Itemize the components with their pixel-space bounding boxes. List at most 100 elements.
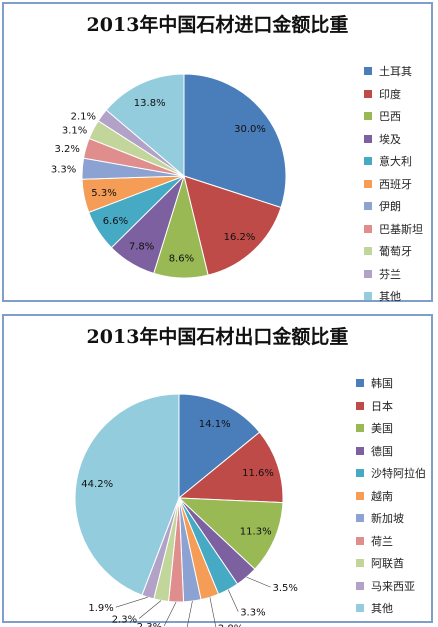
slice-label: 7.8%	[129, 242, 154, 253]
legend-label: 伊朗	[379, 200, 401, 214]
slice-label: 11.3%	[240, 526, 272, 537]
legend-label: 日本	[371, 399, 393, 413]
legend-swatch	[364, 179, 372, 188]
pie-slice	[183, 73, 287, 209]
pie-slice	[177, 497, 284, 570]
legend-swatch	[356, 514, 364, 523]
legend-swatch	[356, 401, 364, 410]
legend-swatch	[364, 292, 372, 301]
slice-label: 2.3%	[137, 622, 162, 627]
legend-swatch	[364, 157, 372, 166]
slice-label: 11.6%	[242, 468, 274, 479]
leader-line	[115, 596, 148, 608]
pie-slice	[74, 393, 180, 596]
legend-item: 阿联酋	[356, 552, 426, 575]
legend-item: 埃及	[364, 128, 423, 151]
export-chart-panel: 2013年中国石材出口金额比重 14.1% 11.6% 11.3% 3.5% 3.3% 2…	[2, 314, 433, 627]
import-pie-chart: 30.0% 16.2% 8.6% 7.8% 6.6% 5.3% 3.3% 3.2% 3.1% 2.…	[51, 73, 287, 279]
legend-swatch	[356, 379, 364, 388]
slice-label: 44.2%	[81, 479, 113, 490]
legend-swatch	[356, 604, 364, 613]
leader-line	[209, 597, 217, 627]
legend-swatch	[356, 446, 364, 455]
pie-slice	[177, 431, 284, 504]
legend-item: 葡萄牙	[364, 240, 423, 263]
legend-item: 西班牙	[364, 173, 423, 196]
legend-swatch	[364, 134, 372, 143]
legend-item: 伊朗	[364, 195, 423, 218]
legend-swatch	[356, 581, 364, 590]
legend-label: 越南	[371, 489, 393, 503]
chart-title: 2013年中国石材出口金额比重	[86, 326, 349, 348]
leader-line	[186, 601, 193, 627]
legend-label: 荷兰	[371, 534, 393, 548]
slice-label: 2.3%	[112, 615, 137, 626]
import-chart-panel: 2013年中国石材进口金额比重 30.0% 16.2% 8.6% 7.8% 6.6% 5.…	[2, 2, 433, 303]
legend-item: 芬兰	[364, 263, 423, 286]
leader-line	[138, 600, 162, 619]
legend-label: 意大利	[379, 155, 412, 169]
legend-label: 埃及	[379, 132, 401, 146]
legend-label: 印度	[379, 87, 401, 101]
legend-swatch	[364, 67, 372, 76]
pie-slice	[105, 73, 185, 178]
slice-label: 16.2%	[224, 232, 256, 243]
legend-swatch	[364, 247, 372, 256]
leader-line	[227, 589, 239, 612]
legend-item: 荷兰	[356, 530, 426, 553]
legend-item: 越南	[356, 485, 426, 508]
legend-item: 意大利	[364, 150, 423, 173]
slice-label: 30.0%	[234, 124, 266, 135]
slice-label: 2.1%	[71, 111, 96, 122]
legend-label: 巴基斯坦	[379, 222, 423, 236]
import-legend: 土耳其印度巴西埃及意大利西班牙伊朗巴基斯坦葡萄牙芬兰其他	[364, 60, 423, 308]
legend-item: 新加坡	[356, 507, 426, 530]
legend-item: 土耳其	[364, 60, 423, 83]
legend-label: 美国	[371, 422, 393, 436]
legend-swatch	[364, 224, 372, 233]
slice-label: 3.2%	[54, 144, 79, 155]
slice-label: 3.1%	[62, 125, 87, 136]
legend-swatch	[364, 269, 372, 278]
legend-item: 韩国	[356, 372, 426, 395]
leader-line	[246, 576, 271, 588]
legend-label: 巴西	[379, 110, 401, 124]
legend-item: 印度	[364, 83, 423, 106]
legend-item: 巴西	[364, 105, 423, 128]
leader-line	[163, 601, 177, 627]
legend-label: 新加坡	[371, 512, 404, 526]
legend-swatch	[364, 112, 372, 121]
legend-item: 马来西亚	[356, 575, 426, 598]
legend-label: 芬兰	[379, 267, 401, 281]
pie-slice	[183, 175, 282, 276]
legend-swatch	[356, 559, 364, 568]
legend-swatch	[356, 424, 364, 433]
legend-item: 其他	[364, 285, 423, 308]
slice-label: 8.6%	[169, 254, 194, 265]
slice-label: 13.8%	[134, 98, 166, 109]
export-legend: 韩国日本美国德国沙特阿拉伯越南新加坡荷兰阿联酋马来西亚其他	[356, 372, 426, 620]
slice-label: 14.1%	[199, 419, 231, 430]
legend-item: 其他	[356, 597, 426, 620]
export-pie-chart: 14.1%11.6%11.3%3.5%3.3%2.8%2.7%2.3%2.3%1…	[74, 393, 298, 627]
slice-label: 1.9%	[88, 603, 113, 614]
legend-swatch	[364, 202, 372, 211]
legend-label: 沙特阿拉伯	[371, 467, 426, 481]
legend-label: 马来西亚	[371, 579, 415, 593]
legend-label: 其他	[379, 290, 401, 304]
legend-label: 其他	[371, 602, 393, 616]
legend-swatch	[356, 469, 364, 478]
slice-label: 2.8%	[218, 623, 243, 627]
slice-label: 3.3%	[240, 608, 265, 619]
slice-label: 5.3%	[91, 188, 116, 199]
slice-label: 6.6%	[103, 216, 128, 227]
legend-item: 日本	[356, 395, 426, 418]
legend-label: 德国	[371, 444, 393, 458]
slice-label: 3.3%	[51, 165, 76, 176]
pie-slice	[178, 393, 261, 500]
legend-label: 葡萄牙	[379, 245, 412, 259]
legend-item: 沙特阿拉伯	[356, 462, 426, 485]
legend-swatch	[356, 536, 364, 545]
chart-title: 2013年中国石材进口金额比重	[86, 14, 349, 36]
legend-label: 土耳其	[379, 65, 412, 79]
